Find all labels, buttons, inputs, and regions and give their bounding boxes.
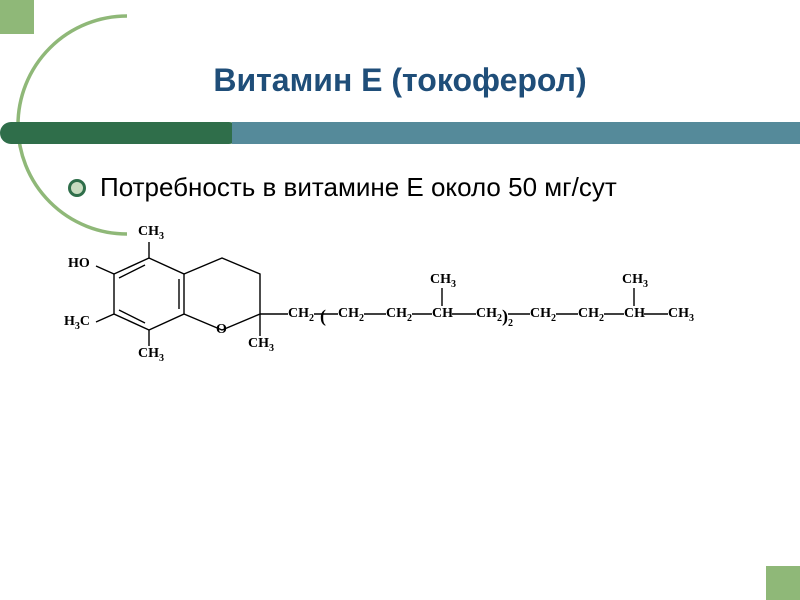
title-underline-bar	[0, 122, 800, 144]
chain-ch2-5: CH2	[530, 306, 556, 324]
label-ch3-c2: CH3	[248, 336, 274, 354]
label-h3c-left: H3C	[64, 314, 90, 332]
chain-paren-open: (	[320, 306, 326, 327]
chain-ch2-1: CH2	[288, 306, 314, 324]
label-ch3-bottom: CH3	[138, 346, 164, 364]
corner-square-bottom-right	[766, 566, 800, 600]
bar-teal-segment	[232, 122, 800, 144]
bullet-row: Потребность в витамине Е около 50 мг/сут	[68, 172, 617, 203]
branch-ch3-2: CH3	[622, 272, 648, 290]
chain-paren-close: )2	[502, 306, 513, 329]
chain-ch2-3: CH2	[386, 306, 412, 324]
chain-ch2-6: CH2	[578, 306, 604, 324]
bar-green-segment	[0, 122, 240, 144]
chain-ch3-end: CH3	[668, 306, 694, 324]
label-o: O	[216, 322, 227, 338]
bullet-text: Потребность в витамине Е около 50 мг/сут	[100, 172, 617, 203]
slide-title-wrap: Витамин Е (токоферол)	[0, 62, 800, 99]
chain-ch-2: CH	[624, 306, 645, 322]
branch-ch3-1: CH3	[430, 272, 456, 290]
label-ch3-top: CH3	[138, 224, 164, 242]
chain-ch2-4: CH2	[476, 306, 502, 324]
label-ho: HO	[68, 256, 90, 272]
chemical-structure: CH3 HO H3C CH3 O CH3 CH2 ( CH2 CH2 CH CH…	[50, 214, 750, 414]
chain-ch2-2: CH2	[338, 306, 364, 324]
chain-ch-1: CH	[432, 306, 453, 322]
slide-title: Витамин Е (токоферол)	[0, 62, 800, 99]
bullet-dot-icon	[68, 179, 86, 197]
